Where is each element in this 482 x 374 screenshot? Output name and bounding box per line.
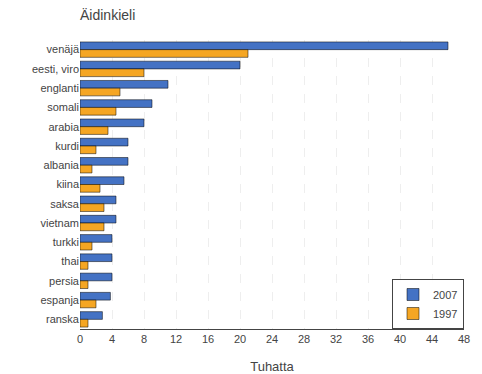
svg-text:arabia: arabia [48, 121, 79, 133]
svg-text:32: 32 [330, 333, 342, 345]
svg-text:Äidinkieli: Äidinkieli [80, 7, 135, 23]
svg-text:eesti, viro: eesti, viro [32, 63, 79, 75]
svg-text:albania: albania [44, 159, 80, 171]
svg-text:8: 8 [141, 333, 147, 345]
svg-text:persia: persia [49, 275, 80, 287]
svg-text:somali: somali [47, 101, 79, 113]
svg-text:16: 16 [202, 333, 214, 345]
svg-text:40: 40 [394, 333, 406, 345]
svg-text:24: 24 [266, 333, 278, 345]
svg-text:saksa: saksa [50, 198, 80, 210]
svg-text:28: 28 [298, 333, 310, 345]
svg-text:0: 0 [77, 333, 83, 345]
svg-text:ranska: ranska [46, 313, 80, 325]
svg-text:englanti: englanti [40, 82, 79, 94]
svg-text:36: 36 [362, 333, 374, 345]
svg-text:20: 20 [234, 333, 246, 345]
svg-text:turkki: turkki [53, 236, 79, 248]
svg-text:kiina: kiina [56, 178, 80, 190]
svg-text:thai: thai [61, 255, 79, 267]
svg-text:kurdi: kurdi [55, 140, 79, 152]
svg-text:1997: 1997 [433, 308, 457, 320]
svg-text:4: 4 [109, 333, 115, 345]
svg-text:Tuhatta: Tuhatta [250, 359, 294, 374]
svg-text:44: 44 [426, 333, 438, 345]
svg-text:espanja: espanja [40, 294, 79, 306]
svg-text:2007: 2007 [433, 289, 457, 301]
svg-text:vietnam: vietnam [40, 217, 79, 229]
svg-text:48: 48 [458, 333, 470, 345]
svg-text:venäjä: venäjä [47, 43, 80, 55]
svg-text:12: 12 [170, 333, 182, 345]
